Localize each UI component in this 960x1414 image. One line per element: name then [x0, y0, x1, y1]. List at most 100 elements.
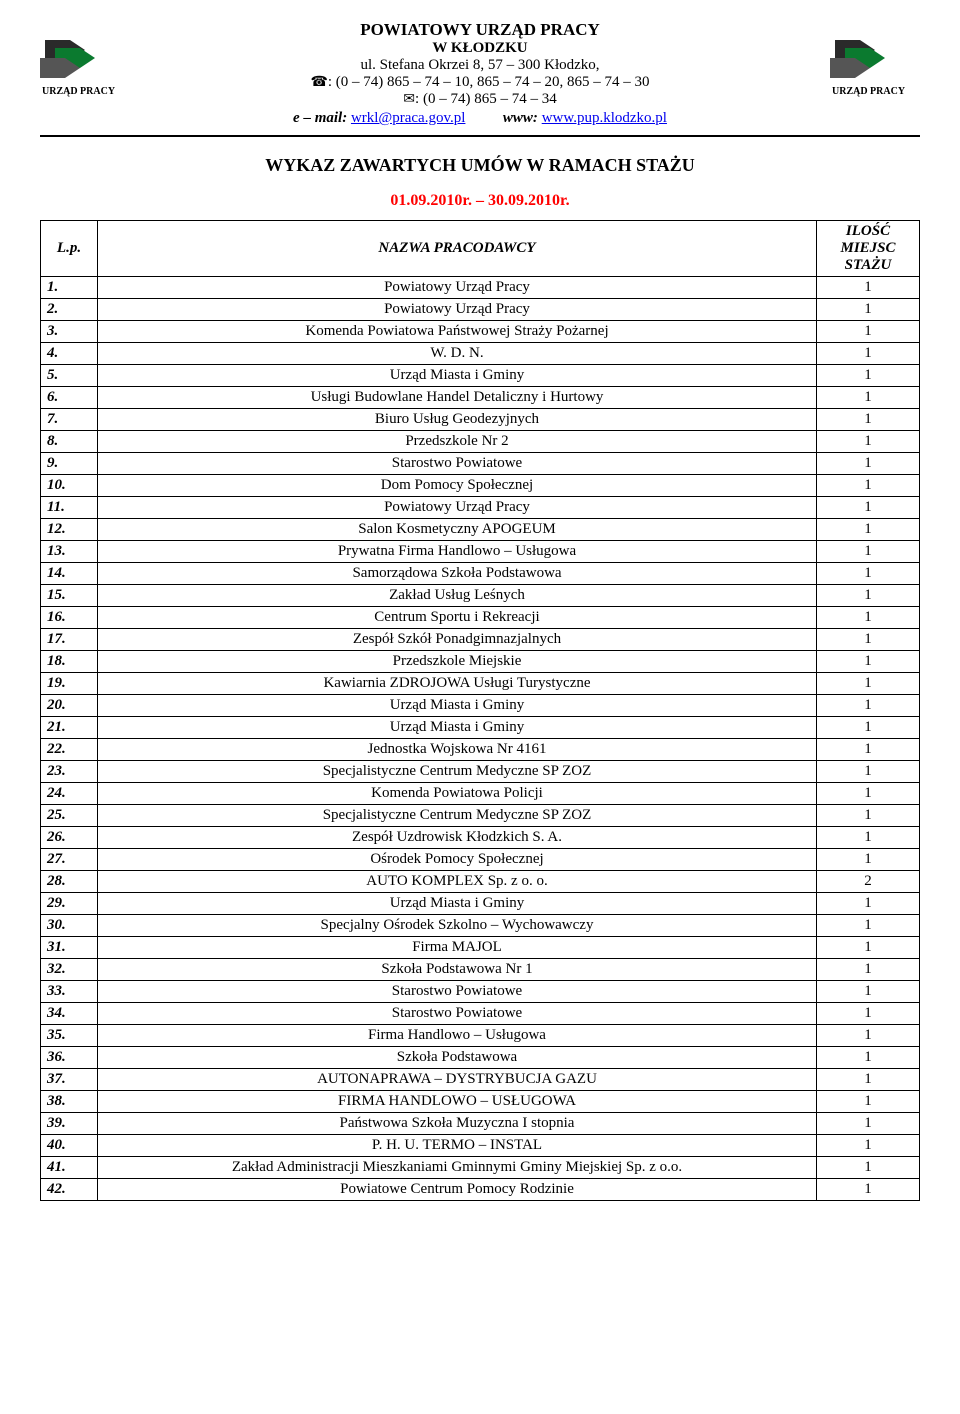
table-row: 17.Zespół Szkół Ponadgimnazjalnych1	[41, 629, 920, 651]
cell-count: 1	[817, 277, 920, 299]
phone-text: : (0 – 74) 865 – 74 – 10, 865 – 74 – 20,…	[328, 74, 650, 90]
cell-lp: 15.	[41, 585, 98, 607]
table-row: 7.Biuro Usług Geodezyjnych1	[41, 409, 920, 431]
cell-employer-name: Samorządowa Szkoła Podstawowa	[98, 563, 817, 585]
cell-employer-name: Zakład Usług Leśnych	[98, 585, 817, 607]
table-row: 12.Salon Kosmetyczny APOGEUM1	[41, 519, 920, 541]
cell-employer-name: Firma MAJOL	[98, 937, 817, 959]
table-row: 10.Dom Pomocy Społecznej1	[41, 475, 920, 497]
cell-count: 1	[817, 431, 920, 453]
cell-count: 1	[817, 1069, 920, 1091]
cell-employer-name: Komenda Powiatowa Policji	[98, 783, 817, 805]
email-link[interactable]: wrkl@praca.gov.pl	[351, 110, 465, 126]
table-row: 39.Państwowa Szkoła Muzyczna I stopnia1	[41, 1113, 920, 1135]
www-link[interactable]: www.pup.klodzko.pl	[542, 110, 667, 126]
cell-count: 1	[817, 673, 920, 695]
fax-line: ✉: (0 – 74) 865 – 74 – 34	[130, 91, 830, 108]
cell-lp: 7.	[41, 409, 98, 431]
table-row: 37.AUTONAPRAWA – DYSTRYBUCJA GAZU1	[41, 1069, 920, 1091]
cell-lp: 14.	[41, 563, 98, 585]
cell-lp: 9.	[41, 453, 98, 475]
svg-text:URZĄD PRACY: URZĄD PRACY	[42, 86, 116, 97]
cell-count: 1	[817, 849, 920, 871]
document-title: WYKAZ ZAWARTYCH UMÓW W RAMACH STAŻU	[40, 155, 920, 176]
letterhead: URZĄD PRACY POWIATOWY URZĄD PRACY W KŁOD…	[40, 20, 920, 129]
cell-count: 1	[817, 1047, 920, 1069]
cell-lp: 31.	[41, 937, 98, 959]
arrow-logo-icon: URZĄD PRACY	[40, 30, 120, 100]
cell-lp: 12.	[41, 519, 98, 541]
cell-employer-name: Urząd Miasta i Gminy	[98, 717, 817, 739]
cell-employer-name: Kawiarnia ZDROJOWA Usługi Turystyczne	[98, 673, 817, 695]
cell-lp: 8.	[41, 431, 98, 453]
cell-employer-name: Przedszkole Miejskie	[98, 651, 817, 673]
cell-employer-name: Powiatowy Urząd Pracy	[98, 277, 817, 299]
table-row: 19.Kawiarnia ZDROJOWA Usługi Turystyczne…	[41, 673, 920, 695]
cell-employer-name: Powiatowy Urząd Pracy	[98, 497, 817, 519]
cell-lp: 3.	[41, 321, 98, 343]
cell-lp: 25.	[41, 805, 98, 827]
cell-lp: 20.	[41, 695, 98, 717]
cell-count: 1	[817, 651, 920, 673]
logo-right: URZĄD PRACY	[830, 20, 920, 105]
cell-count: 1	[817, 1157, 920, 1179]
cell-lp: 17.	[41, 629, 98, 651]
email-www-line: e – mail: wrkl@praca.gov.pl www: www.pup…	[130, 110, 830, 127]
cell-lp: 4.	[41, 343, 98, 365]
cell-employer-name: Jednostka Wojskowa Nr 4161	[98, 739, 817, 761]
cell-count: 1	[817, 717, 920, 739]
cell-employer-name: Urząd Miasta i Gminy	[98, 695, 817, 717]
cell-count: 1	[817, 739, 920, 761]
address-line: ul. Stefana Okrzei 8, 57 – 300 Kłodzko,	[130, 57, 830, 74]
cell-employer-name: Urząd Miasta i Gminy	[98, 893, 817, 915]
cell-employer-name: Komenda Powiatowa Państwowej Straży Poża…	[98, 321, 817, 343]
cell-lp: 38.	[41, 1091, 98, 1113]
cell-lp: 39.	[41, 1113, 98, 1135]
table-row: 41.Zakład Administracji Mieszkaniami Gmi…	[41, 1157, 920, 1179]
cell-employer-name: FIRMA HANDLOWO – USŁUGOWA	[98, 1091, 817, 1113]
cell-count: 1	[817, 607, 920, 629]
cell-count: 1	[817, 365, 920, 387]
cell-count: 1	[817, 937, 920, 959]
phone-line: ☎: (0 – 74) 865 – 74 – 10, 865 – 74 – 20…	[130, 74, 830, 91]
table-row: 24.Komenda Powiatowa Policji1	[41, 783, 920, 805]
cell-employer-name: AUTONAPRAWA – DYSTRYBUCJA GAZU	[98, 1069, 817, 1091]
cell-lp: 2.	[41, 299, 98, 321]
cell-lp: 37.	[41, 1069, 98, 1091]
cell-count: 1	[817, 805, 920, 827]
cell-count: 1	[817, 475, 920, 497]
cell-lp: 5.	[41, 365, 98, 387]
cell-count: 1	[817, 695, 920, 717]
table-row: 34.Starostwo Powiatowe1	[41, 1003, 920, 1025]
cell-employer-name: Specjalny Ośrodek Szkolno – Wychowawczy	[98, 915, 817, 937]
cell-lp: 21.	[41, 717, 98, 739]
table-row: 3.Komenda Powiatowa Państwowej Straży Po…	[41, 321, 920, 343]
cell-employer-name: Zespół Uzdrowisk Kłodzkich S. A.	[98, 827, 817, 849]
cell-count: 1	[817, 299, 920, 321]
cell-employer-name: Zespół Szkół Ponadgimnazjalnych	[98, 629, 817, 651]
cell-lp: 6.	[41, 387, 98, 409]
cell-lp: 35.	[41, 1025, 98, 1047]
table-row: 23.Specjalistyczne Centrum Medyczne SP Z…	[41, 761, 920, 783]
table-row: 15.Zakład Usług Leśnych1	[41, 585, 920, 607]
cell-lp: 36.	[41, 1047, 98, 1069]
cell-employer-name: Powiatowy Urząd Pracy	[98, 299, 817, 321]
arrow-logo-icon: URZĄD PRACY	[830, 30, 910, 100]
cell-employer-name: Starostwo Powiatowe	[98, 981, 817, 1003]
cell-count: 1	[817, 981, 920, 1003]
cell-employer-name: P. H. U. TERMO – INSTAL	[98, 1135, 817, 1157]
cell-count: 1	[817, 1113, 920, 1135]
cell-count: 1	[817, 893, 920, 915]
table-row: 32.Szkoła Podstawowa Nr 11	[41, 959, 920, 981]
col-header-name: NAZWA PRACODAWCY	[98, 221, 817, 277]
cell-count: 1	[817, 1135, 920, 1157]
cell-employer-name: Usługi Budowlane Handel Detaliczny i Hur…	[98, 387, 817, 409]
table-body: 1.Powiatowy Urząd Pracy12.Powiatowy Urzą…	[41, 277, 920, 1201]
table-row: 1.Powiatowy Urząd Pracy1	[41, 277, 920, 299]
date-range: 01.09.2010r. – 30.09.2010r.	[40, 192, 920, 210]
cell-count: 1	[817, 1179, 920, 1201]
cell-employer-name: Dom Pomocy Społecznej	[98, 475, 817, 497]
cell-count: 1	[817, 409, 920, 431]
cell-count: 1	[817, 629, 920, 651]
www-prefix: www:	[503, 110, 538, 126]
